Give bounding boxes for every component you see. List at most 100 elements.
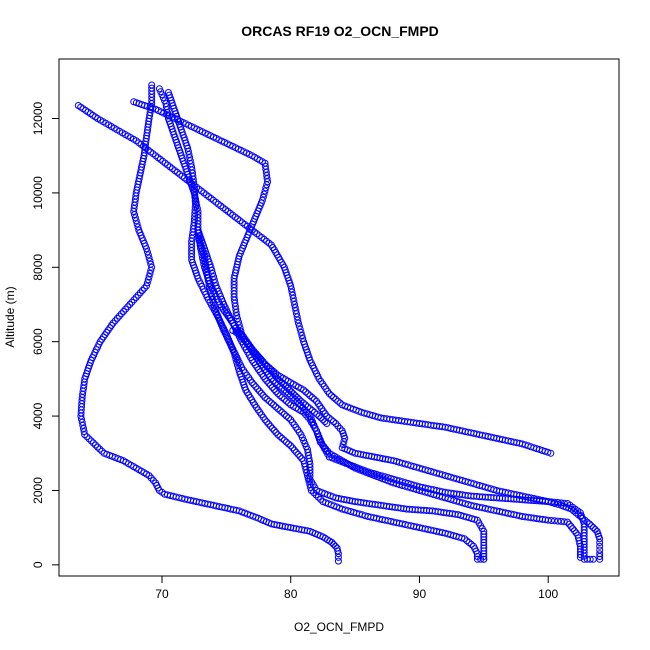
y-tick-label: 12000 [31, 102, 45, 136]
data-series [130, 98, 604, 563]
data-point [267, 381, 274, 389]
data-point [280, 395, 288, 403]
y-tick-label: 10000 [31, 176, 45, 210]
data-point [145, 273, 153, 281]
data-point [325, 390, 333, 398]
data-point [263, 395, 271, 403]
y-tick-label: 6000 [31, 328, 45, 355]
data-point [551, 517, 559, 525]
data-point [574, 511, 582, 519]
data-point [252, 383, 260, 391]
data-point [320, 443, 328, 451]
data-point [264, 178, 272, 186]
data-point [572, 509, 580, 517]
x-axis: 70 80 90 100 [155, 575, 559, 601]
chart-title: ORCAS RF19 O2_OCN_FMPD [241, 23, 439, 39]
data-point [300, 386, 308, 394]
data-point [80, 428, 88, 436]
data-point [327, 416, 335, 424]
data-point [294, 319, 302, 327]
data-point [260, 190, 268, 198]
data-point [586, 555, 594, 563]
data-point [143, 248, 151, 256]
data-point [262, 184, 270, 192]
data-point [272, 429, 280, 436]
data-point [299, 399, 307, 407]
data-point [282, 397, 290, 405]
data-point [282, 438, 290, 446]
data-point [278, 379, 286, 387]
data-point [596, 542, 604, 550]
data-point [276, 407, 284, 414]
data-point [315, 412, 323, 420]
data-point [261, 375, 269, 383]
data-point [274, 375, 282, 383]
data-point [334, 553, 342, 561]
data-point [270, 401, 278, 409]
data-point [261, 187, 269, 195]
data-point [290, 446, 298, 454]
data-point [146, 257, 154, 265]
data-point [210, 299, 217, 307]
data-point [332, 395, 340, 403]
data-point [284, 384, 291, 392]
data-point [261, 394, 269, 401]
data-point [280, 380, 288, 388]
data-point [461, 535, 468, 543]
data-point [295, 322, 303, 330]
data-point [340, 438, 348, 445]
data-point [85, 435, 93, 443]
data-point [306, 405, 314, 413]
data-point [280, 410, 288, 418]
data-point [120, 308, 127, 315]
data-point [465, 539, 473, 546]
data-point [304, 390, 312, 398]
data-point [263, 377, 271, 385]
data-series [77, 81, 342, 565]
data-point [131, 211, 138, 219]
data-point [319, 416, 327, 424]
data-point [144, 276, 152, 284]
data-point [285, 399, 293, 407]
x-tick-label: 90 [413, 587, 427, 601]
data-point [287, 442, 295, 450]
data-point [564, 518, 571, 526]
data-point [278, 408, 286, 416]
data-point [316, 438, 324, 446]
data-point [324, 447, 331, 455]
data-point [256, 387, 263, 395]
data-series [194, 234, 488, 563]
data-point [294, 316, 302, 324]
data-point [296, 325, 304, 333]
data-point [263, 418, 271, 426]
data-point [341, 434, 349, 442]
data-point [291, 392, 299, 400]
data-point [276, 433, 284, 440]
x-tick-label: 80 [284, 587, 298, 601]
data-point [297, 397, 305, 405]
data-point [276, 392, 284, 400]
data-point [302, 388, 310, 396]
data-point [210, 302, 218, 310]
data-point [585, 520, 593, 528]
data-point [285, 386, 293, 394]
data-point [268, 424, 276, 432]
data-point [547, 498, 555, 506]
data-point [265, 397, 273, 405]
data-point [336, 399, 344, 407]
data-point [576, 553, 584, 561]
data-point [244, 340, 252, 348]
data-point [297, 328, 305, 336]
data-point [259, 391, 267, 399]
data-point [126, 301, 134, 308]
data-point [311, 408, 318, 416]
data-point [302, 401, 309, 409]
data-point [274, 405, 282, 413]
y-axis: 0 2000 4000 6000 8000 10000 12000 [31, 102, 60, 568]
data-point [148, 263, 156, 271]
data-point [140, 284, 148, 292]
data-point [81, 431, 89, 439]
data-point [270, 426, 278, 434]
data-point [134, 291, 142, 299]
data-point [255, 353, 262, 361]
